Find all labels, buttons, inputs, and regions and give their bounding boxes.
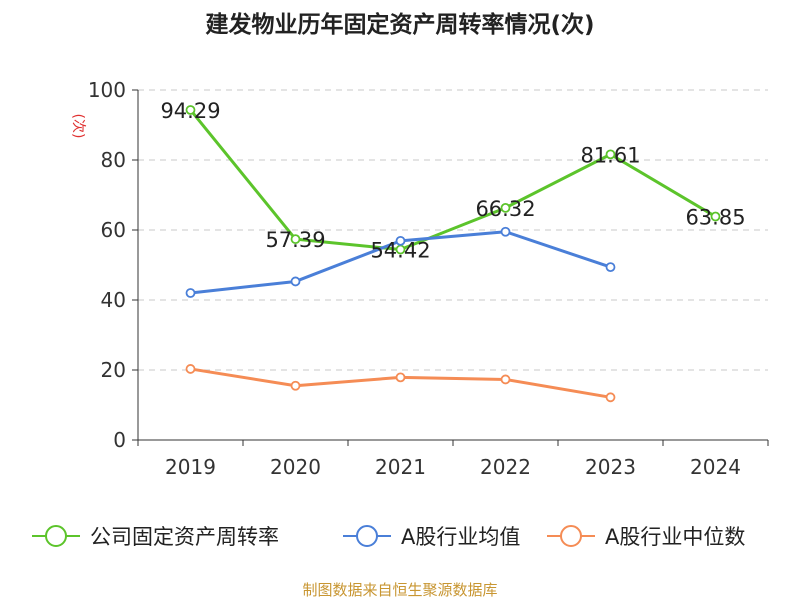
legend-item: 公司固定资产周转率 xyxy=(32,525,279,549)
data-point xyxy=(185,105,196,115)
data-label: 81.61 xyxy=(580,143,640,167)
data-label: 66.32 xyxy=(475,197,535,221)
data-label: 63.85 xyxy=(685,206,745,230)
legend-item: A股行业中位数 xyxy=(547,525,745,549)
legend-marker xyxy=(560,525,582,547)
chart-title: 建发物业历年固定资产周转率情况(次) xyxy=(205,11,594,38)
source-note: 制图数据来自恒生聚源数据库 xyxy=(302,581,497,599)
y-tick-label: 20 xyxy=(101,358,126,382)
grid-lines xyxy=(138,89,768,371)
data-point xyxy=(290,234,301,245)
series-layer xyxy=(185,105,721,403)
data-point xyxy=(395,372,406,383)
series-2 xyxy=(185,364,616,403)
y-tick-label: 0 xyxy=(113,428,126,452)
legend-label: A股行业均值 xyxy=(401,525,520,549)
legend-label: A股行业中位数 xyxy=(605,525,745,549)
y-axis-label: (次) xyxy=(70,114,86,139)
data-label: 94.29 xyxy=(160,99,220,123)
data-point xyxy=(290,276,301,287)
x-tick-label: 2023 xyxy=(585,455,636,479)
data-point xyxy=(605,262,616,273)
series-0 xyxy=(185,105,721,255)
data-point xyxy=(500,374,511,385)
axes: 0 20 40 60 80 100 2019 2020 2021 2022 2023 2024 xyxy=(88,78,769,479)
legend: 公司固定资产周转率 A股行业均值 A股行业中位数 xyxy=(32,525,745,549)
x-tick-label: 2021 xyxy=(375,455,426,479)
legend-marker xyxy=(356,525,378,547)
x-tick-label: 2020 xyxy=(270,455,321,479)
data-point xyxy=(605,392,616,403)
data-point xyxy=(710,211,721,222)
data-point xyxy=(185,364,196,374)
data-point xyxy=(395,235,406,246)
data-point xyxy=(290,380,301,391)
x-tick-label: 2019 xyxy=(165,455,216,479)
y-tick-label: 40 xyxy=(101,288,126,312)
series-line xyxy=(189,109,717,252)
legend-label: 公司固定资产周转率 xyxy=(90,525,279,549)
data-point xyxy=(500,226,511,237)
data-label: 57.39 xyxy=(265,228,325,252)
y-tick-label: 100 xyxy=(88,78,126,102)
legend-marker xyxy=(45,525,67,547)
data-label: 54.42 xyxy=(370,239,430,263)
y-tick-label: 60 xyxy=(101,218,126,242)
data-point xyxy=(500,202,511,213)
data-point xyxy=(605,149,616,160)
x-tick-label: 2022 xyxy=(480,455,531,479)
series-1 xyxy=(185,226,616,298)
data-point xyxy=(185,288,196,298)
legend-item: A股行业均值 xyxy=(343,525,520,549)
y-tick-label: 80 xyxy=(101,148,126,172)
x-tick-label: 2024 xyxy=(690,455,741,479)
data-labels: 94.29 57.39 54.42 66.32 81.61 63.85 xyxy=(160,99,745,263)
